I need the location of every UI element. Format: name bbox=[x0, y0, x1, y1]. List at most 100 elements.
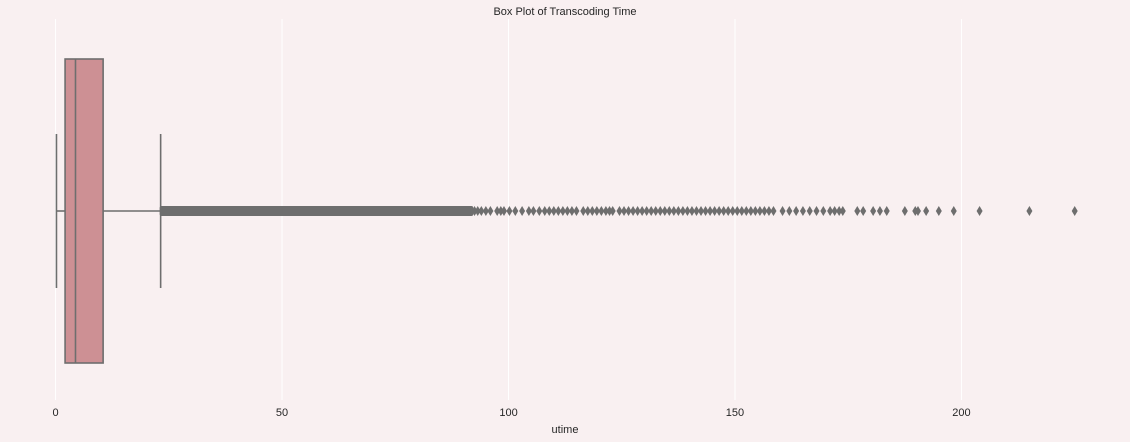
outlier-point bbox=[799, 206, 806, 216]
outlier-point bbox=[530, 206, 537, 216]
outlier-point bbox=[738, 206, 745, 216]
outlier-point bbox=[478, 206, 485, 216]
outlier-point bbox=[519, 206, 526, 216]
outlier-point bbox=[752, 206, 759, 216]
outlier-point bbox=[652, 206, 659, 216]
outlier-point bbox=[536, 206, 543, 216]
outlier-point bbox=[670, 206, 677, 216]
outlier-point bbox=[950, 206, 957, 216]
outlier-point bbox=[756, 206, 763, 216]
outlier-point bbox=[765, 206, 772, 216]
outlier-point bbox=[716, 206, 723, 216]
outlier-point bbox=[657, 206, 664, 216]
outlier-point bbox=[883, 206, 890, 216]
outlier-point bbox=[625, 206, 632, 216]
outlier-point bbox=[786, 206, 793, 216]
outlier-point bbox=[589, 206, 596, 216]
outlier-point bbox=[471, 206, 478, 216]
outlier-point bbox=[698, 206, 705, 216]
outlier-point bbox=[598, 206, 605, 216]
x-tick-label: 100 bbox=[499, 407, 517, 419]
outlier-point bbox=[770, 206, 777, 216]
outlier-point bbox=[1071, 206, 1078, 216]
x-tick-label: 200 bbox=[952, 407, 970, 419]
x-axis-label: utime bbox=[552, 424, 579, 436]
outlier-point bbox=[573, 206, 580, 216]
outlier-point bbox=[675, 206, 682, 216]
outlier-point bbox=[621, 206, 628, 216]
outlier-point bbox=[806, 206, 813, 216]
outlier-point bbox=[827, 206, 834, 216]
outlier-point bbox=[487, 206, 494, 216]
outlier-point bbox=[648, 206, 655, 216]
outlier-point bbox=[870, 206, 877, 216]
outlier-point bbox=[711, 206, 718, 216]
outlier-point bbox=[854, 206, 861, 216]
outlier-point bbox=[914, 206, 921, 216]
outlier-point bbox=[693, 206, 700, 216]
outlier-point bbox=[494, 206, 501, 216]
outlier-point bbox=[707, 206, 714, 216]
outlier-point bbox=[474, 206, 481, 216]
outlier-point bbox=[836, 206, 843, 216]
outlier-point bbox=[606, 206, 613, 216]
outlier-point bbox=[729, 206, 736, 216]
outlier-point bbox=[609, 206, 616, 216]
outlier-point bbox=[564, 206, 571, 216]
outlier-point bbox=[661, 206, 668, 216]
outlier-point bbox=[684, 206, 691, 216]
outlier-point bbox=[679, 206, 686, 216]
x-tick-label: 50 bbox=[276, 407, 288, 419]
outlier-point bbox=[630, 206, 637, 216]
outlier-point bbox=[593, 206, 600, 216]
outlier-point bbox=[935, 206, 942, 216]
outlier-point bbox=[506, 206, 513, 216]
outlier-point bbox=[688, 206, 695, 216]
x-tick-label: 150 bbox=[726, 407, 744, 419]
outlier-point bbox=[831, 206, 838, 216]
outlier-point bbox=[747, 206, 754, 216]
iqr-box bbox=[64, 58, 104, 364]
x-tick-label: 0 bbox=[52, 407, 58, 419]
outlier-point bbox=[584, 206, 591, 216]
outlier-point bbox=[546, 206, 553, 216]
outlier-point bbox=[602, 206, 609, 216]
outlier-point bbox=[702, 206, 709, 216]
outlier-point bbox=[555, 206, 562, 216]
outlier-point bbox=[497, 206, 504, 216]
outlier-point bbox=[500, 206, 507, 216]
chart-title: Box Plot of Transcoding Time bbox=[493, 6, 636, 18]
outlier-point bbox=[743, 206, 750, 216]
outlier-point bbox=[616, 206, 623, 216]
outlier-point bbox=[512, 206, 519, 216]
outlier-point bbox=[839, 206, 846, 216]
outlier-point bbox=[525, 206, 532, 216]
outlier-point bbox=[1026, 206, 1033, 216]
outlier-point bbox=[793, 206, 800, 216]
outlier-point bbox=[568, 206, 575, 216]
box-plot-marks bbox=[55, 58, 1078, 364]
outlier-point bbox=[876, 206, 883, 216]
outlier-point bbox=[550, 206, 557, 216]
outlier-point bbox=[923, 206, 930, 216]
outlier-point bbox=[541, 206, 548, 216]
outlier-point bbox=[643, 206, 650, 216]
dense-outliers bbox=[159, 206, 474, 216]
outlier-point bbox=[813, 206, 820, 216]
outlier-point bbox=[634, 206, 641, 216]
outlier-point bbox=[666, 206, 673, 216]
outlier-point bbox=[820, 206, 827, 216]
outlier-point bbox=[761, 206, 768, 216]
outlier-point bbox=[901, 206, 908, 216]
outlier-point bbox=[860, 206, 867, 216]
outlier-point bbox=[976, 206, 983, 216]
outlier-point bbox=[580, 206, 587, 216]
outlier-point bbox=[734, 206, 741, 216]
outlier-point bbox=[482, 206, 489, 216]
x-axis-ticks: 0 50 100 150 200 bbox=[52, 407, 970, 419]
outlier-point bbox=[779, 206, 786, 216]
outlier-point bbox=[639, 206, 646, 216]
outlier-point bbox=[725, 206, 732, 216]
